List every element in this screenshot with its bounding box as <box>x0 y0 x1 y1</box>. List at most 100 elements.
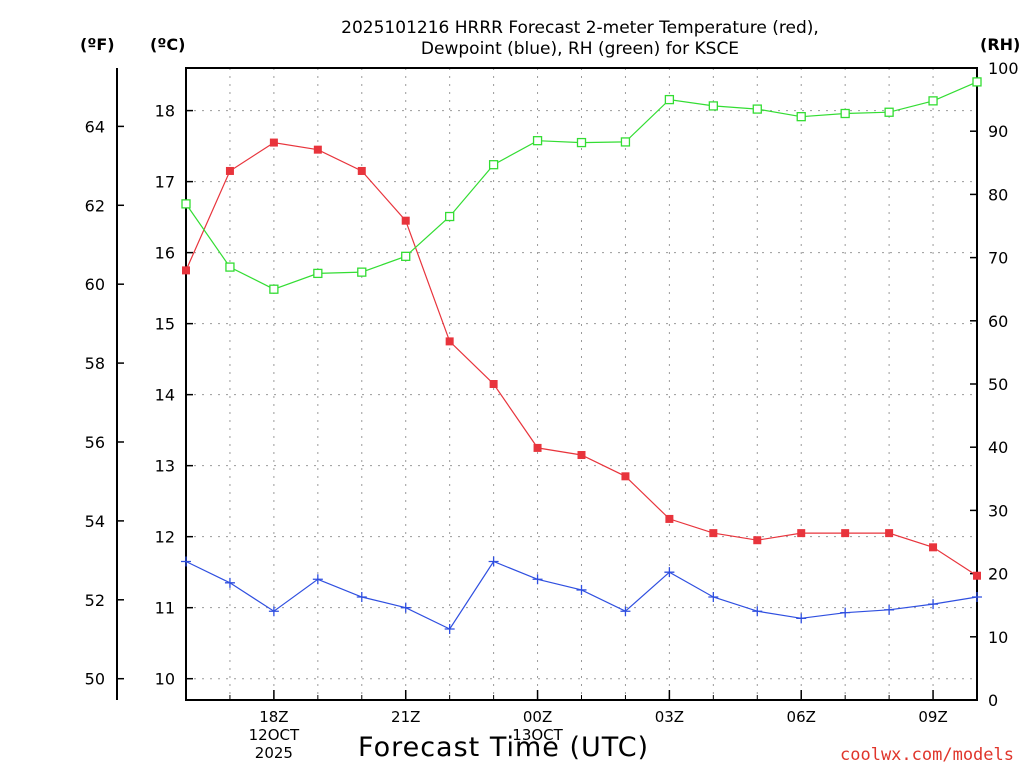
x-tick-label: 21Z <box>391 708 420 726</box>
rh-point <box>313 268 323 279</box>
x-tick-label: 09Z <box>918 708 947 726</box>
rh-tick-label: 20 <box>988 565 1008 584</box>
dewpoint-point <box>268 606 279 617</box>
dewpoint-point <box>400 602 411 613</box>
rh-point <box>840 108 850 119</box>
dewpoint-point <box>664 567 675 578</box>
celsius-tick-label: 17 <box>155 173 175 192</box>
rh-line <box>185 81 978 290</box>
dewpoint-point <box>576 584 587 595</box>
temperature-point <box>885 529 894 538</box>
x-tick-label: 00Z <box>523 708 552 726</box>
rh-tick-label: 10 <box>988 628 1008 647</box>
celsius-tick-label: 10 <box>155 670 175 689</box>
dewpoint-point <box>796 613 807 624</box>
rh-point <box>445 211 455 222</box>
temperature-line <box>185 141 978 577</box>
celsius-tick-label: 13 <box>155 457 175 476</box>
temperature-point <box>665 514 674 523</box>
temperature-point <box>445 337 454 346</box>
gridlines <box>186 68 977 700</box>
celsius-tick-label: 12 <box>155 528 175 547</box>
rh-point <box>357 267 367 277</box>
rh-point <box>576 137 587 148</box>
x-axis-title: Forecast Time (UTC) <box>358 732 650 763</box>
dewpoint-point <box>181 556 191 567</box>
celsius-tick-label: 15 <box>155 315 175 334</box>
rh-point <box>620 137 631 147</box>
temperature-point <box>709 529 718 538</box>
celsius-tick-label: 11 <box>155 599 175 618</box>
temperature-point <box>577 451 586 460</box>
rh-tick-label: 0 <box>988 691 998 710</box>
fahrenheit-tick-label: 64 <box>85 117 105 136</box>
rh-point <box>752 104 762 114</box>
rh-point <box>664 94 675 105</box>
temperature-point <box>225 166 234 175</box>
temperature-point <box>929 543 938 552</box>
x-tick-label: 06Z <box>787 708 816 726</box>
fahrenheit-tick-label: 54 <box>85 512 105 531</box>
dewpoint-point <box>620 606 631 617</box>
dewpoint-point <box>444 623 455 634</box>
data-series <box>181 77 982 634</box>
dewpoint-point <box>488 556 499 567</box>
rh-point <box>796 112 806 122</box>
rh-tick-label: 90 <box>988 122 1008 141</box>
fahrenheit-tick-label: 62 <box>85 196 105 215</box>
fahrenheit-tick-label: 60 <box>85 275 105 294</box>
rh-point <box>532 136 543 146</box>
dewpoint-point <box>840 607 851 618</box>
temperature-point <box>182 266 190 275</box>
chart-title-line-1: 2025101216 HRRR Forecast 2-meter Tempera… <box>341 18 819 38</box>
temperature-point <box>621 472 630 481</box>
rh-point <box>225 262 235 272</box>
rh-point <box>928 96 938 106</box>
dewpoint-point <box>532 574 543 585</box>
rh-tick-label: 50 <box>988 375 1008 394</box>
rh-point <box>884 107 894 117</box>
temperature-point <box>313 145 322 154</box>
dewpoint-point <box>928 599 939 610</box>
celsius-tick-label: 14 <box>155 386 175 405</box>
temperature-point <box>973 571 981 580</box>
x-tick-label: 2025 <box>255 744 293 762</box>
x-tick-label: 18Z <box>259 708 288 726</box>
rh-point <box>708 101 718 111</box>
celsius-axis-unit: (ºC) <box>150 35 186 54</box>
dewpoint-point <box>708 592 719 603</box>
dewpoint-point <box>356 592 367 603</box>
temperature-point <box>753 536 762 545</box>
dewpoint-point <box>752 606 763 617</box>
fahrenheit-tick-label: 56 <box>85 433 105 452</box>
rh-point <box>401 251 411 261</box>
dewpoint-point <box>224 577 235 588</box>
celsius-tick-label: 18 <box>155 102 175 121</box>
rh-point <box>488 160 499 170</box>
celsius-tick-label: 16 <box>155 244 175 263</box>
axes: 10 11 12 13 14 15 16 17 18 50 52 54 56 58 60 62 64 0 10 20 3… <box>85 59 1019 762</box>
fahrenheit-tick-label: 52 <box>85 591 105 610</box>
rh-tick-label: 40 <box>988 438 1008 457</box>
rh-tick-label: 30 <box>988 501 1008 520</box>
rh-tick-label: 70 <box>988 249 1008 268</box>
temperature-point <box>841 529 850 538</box>
dewpoint-point <box>884 604 895 615</box>
temperature-point <box>269 138 278 147</box>
temperature-point <box>533 443 542 452</box>
fahrenheit-tick-label: 50 <box>85 670 105 689</box>
dewpoint-line <box>185 560 978 630</box>
x-tick-label: 03Z <box>655 708 684 726</box>
fahrenheit-tick-label: 58 <box>85 354 105 373</box>
dewpoint-point <box>312 574 323 585</box>
rh-tick-label: 80 <box>988 185 1008 204</box>
credit-text: coolwx.com/models <box>840 745 1014 765</box>
rh-axis-unit: (RH) <box>980 35 1021 54</box>
x-tick-label: 12OCT <box>249 726 300 744</box>
rh-tick-label: 100 <box>988 59 1019 78</box>
x-tick-label: 13OCT <box>512 726 563 744</box>
rh-point <box>269 284 279 294</box>
fahrenheit-axis-unit: (ºF) <box>80 35 115 54</box>
temperature-point <box>489 380 498 388</box>
temperature-point <box>797 529 806 538</box>
